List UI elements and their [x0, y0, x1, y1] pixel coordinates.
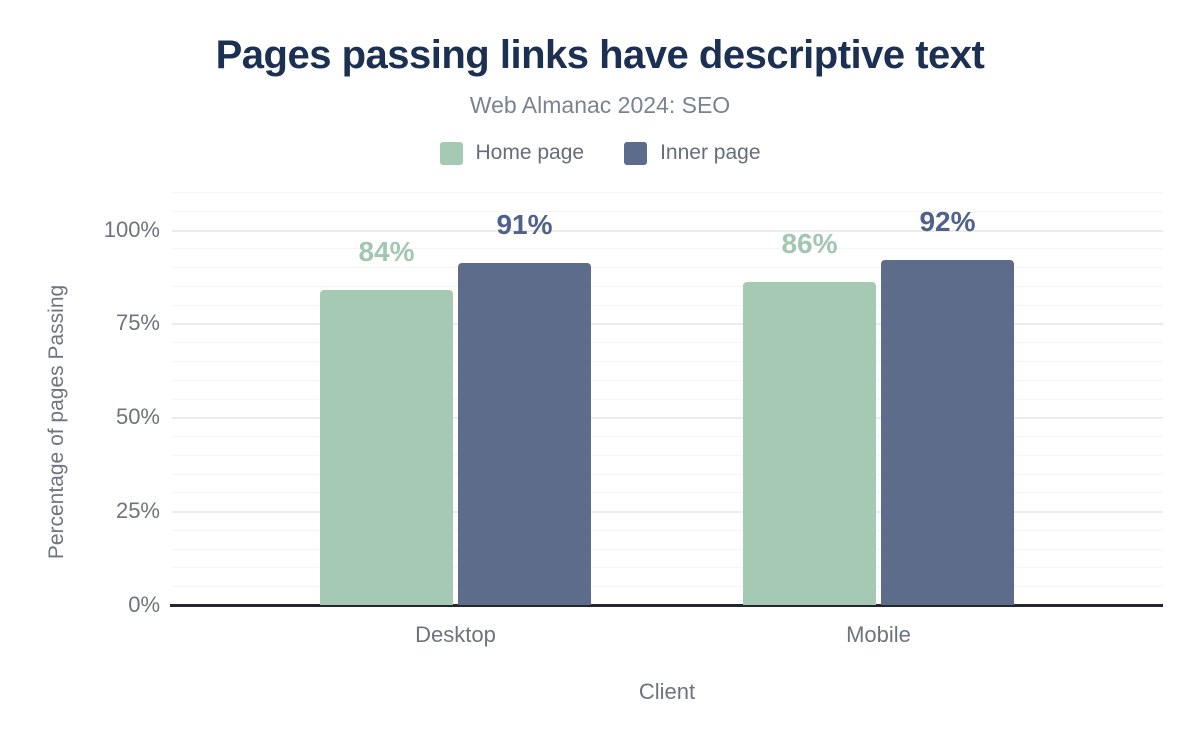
legend: Home page Inner page [0, 141, 1200, 165]
x-tick-label-desktop: Desktop [415, 622, 496, 647]
legend-swatch-icon [624, 141, 648, 165]
legend-label: Inner page [660, 141, 761, 164]
gridline-minor [172, 267, 1163, 269]
y-tick-label: 75% [115, 310, 160, 336]
bar-mobile-inner-page [881, 259, 1014, 605]
y-tick-label: 25% [115, 498, 160, 524]
gridline-minor [172, 192, 1163, 193]
x-axis-title: Client [638, 679, 696, 704]
bar-value-label: 92% [919, 205, 976, 237]
bar-desktop-inner-page [458, 263, 591, 605]
bar-desktop-home-page [320, 289, 453, 605]
bar-value-label: 86% [781, 228, 838, 260]
bar-value-label: 91% [496, 209, 553, 241]
bar-value-label: 84% [358, 235, 415, 267]
gridline-minor [172, 210, 1163, 212]
legend-label: Home page [475, 141, 585, 164]
y-tick-label: 100% [103, 216, 160, 242]
gridline-major [172, 229, 1163, 232]
x-tick-label-mobile: Mobile [846, 622, 911, 647]
y-tick-label: 0% [128, 592, 160, 617]
chart-subtitle: Web Almanac 2024: SEO [469, 92, 731, 118]
legend-swatch-icon [439, 141, 463, 165]
bar-mobile-home-page [743, 282, 876, 605]
x-axis-line [170, 604, 1163, 607]
y-tick-label: 50% [115, 404, 160, 430]
legend-item-inner-page: Inner page [624, 141, 761, 165]
gridline-minor [172, 285, 1163, 287]
chart-title: Pages passing links have descriptive tex… [215, 33, 985, 77]
gridline-minor [172, 248, 1163, 250]
legend-item-home-page: Home page [439, 141, 585, 165]
